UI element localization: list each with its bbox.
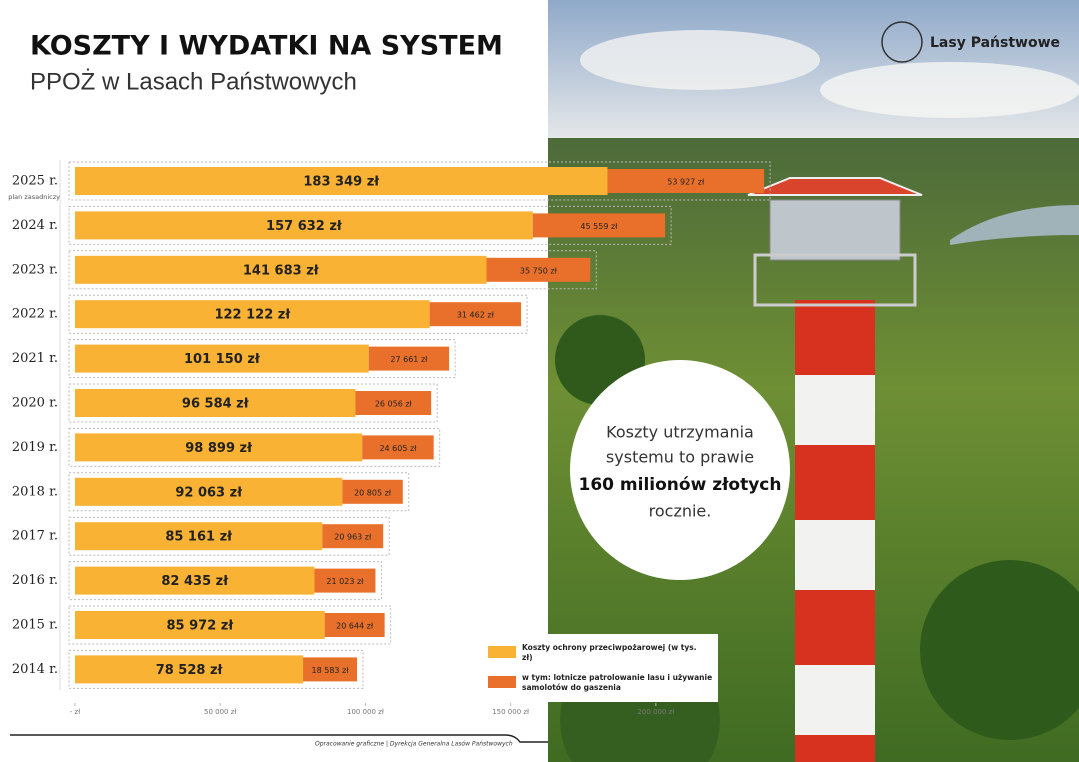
value-label: 101 150 zł [184,352,261,367]
bar-outline [68,205,672,245]
x-tick-label: - zł [70,708,80,716]
value-label: 78 528 zł [156,663,224,678]
bar-outline [68,250,597,290]
value-label: 82 435 zł [161,574,229,589]
callout-highlight: 160 milionów złotych [579,475,782,495]
bar-segment [342,479,403,504]
callout-text: systemu to prawie [606,448,754,467]
value-label: 26 056 zł [375,400,413,409]
bar [75,300,430,329]
callout-text: Koszty utrzymania [606,423,754,442]
bar [75,167,608,195]
value-label: 20 963 zł [334,533,372,542]
category-label: 2021 r. [12,351,58,366]
bar [75,211,533,240]
bar-segment [532,213,666,238]
category-label: 2017 r. [12,529,58,544]
bar [75,477,343,506]
bar-outline [68,294,528,334]
bar [75,655,304,684]
photo [548,0,1079,762]
bar-outline [68,605,392,645]
value-label: 20 805 zł [354,488,392,497]
bar-chart: - zł 50 000 zł 100 000 zł 150 000 zł 200 000… [8,160,771,716]
callout-text: rocznie. [649,502,712,521]
value-label: 85 161 zł [165,530,233,545]
legend-box [478,634,718,702]
logo-text: Lasy Państwowe [930,35,1060,51]
credit: Opracowanie graficzne | Dyrekcja General… [315,741,513,748]
legend-swatch [488,676,516,688]
footer-line [10,734,548,743]
x-tick-label: 150 000 zł [492,708,529,716]
value-label: 24 605 zł [379,444,417,453]
bar-segment [314,568,376,593]
bar [75,566,315,595]
value-label: 45 559 zł [580,222,618,231]
bar-outline [68,427,441,467]
callout: Koszty utrzymania systemu to prawie 160 … [570,360,790,580]
category-note: plan zasadniczy [8,193,60,201]
bar-outline [68,383,438,423]
bar [75,344,369,373]
bar [75,433,363,462]
bar-outline [68,339,456,379]
category-label: 2024 r. [12,218,58,233]
bar-segment [362,435,434,460]
bar-segment [607,169,765,193]
value-label: 98 899 zł [185,441,253,456]
bar [75,522,323,551]
value-label: 31 462 zł [457,311,495,320]
subtitle: PPOŻ w Lasach Państwowych [30,68,357,95]
value-label: 122 122 zł [214,308,291,323]
value-label: 85 972 zł [167,619,235,634]
bar-segment [368,346,450,371]
bar-outline [68,561,382,601]
legend-label: Koszty ochrony przeciwpożarowej (w tys. z… [522,643,697,662]
category-label: 2025 r. [12,174,58,189]
bar-outline [68,649,364,689]
bar-segment [429,302,522,327]
bar-segment [322,524,384,549]
value-label: 92 063 zł [175,485,243,500]
value-label: 27 661 zł [390,355,428,364]
bar [75,389,356,417]
value-label: 21 023 zł [326,577,364,586]
x-tick-label: 50 000 zł [204,708,236,716]
value-label: 96 584 zł [182,397,250,412]
title: KOSZTY I WYDATKI NA SYSTEM [30,31,503,62]
value-label: 157 632 zł [266,219,343,234]
legend: Koszty ochrony przeciwpożarowej (w tys. z… [478,634,718,702]
legend-label: w tym: lotnicze patrolowanie lasu i używ… [522,673,712,692]
bar-segment [303,657,358,682]
value-label: 35 750 zł [520,266,558,275]
category-label: 2023 r. [12,262,58,277]
value-label: 53 927 zł [667,178,705,187]
logo: Lasy Państwowe [881,21,1060,63]
bar-outline [68,516,390,556]
category-label: 2022 r. [12,307,58,322]
x-tick-label: 100 000 zł [347,708,384,716]
value-label: 20 644 zł [336,622,374,631]
category-label: 2018 r. [12,484,58,499]
bar-segment [355,391,432,415]
category-label: 2016 r. [12,573,58,588]
value-label: 183 349 zł [303,175,380,190]
category-label: 2020 r. [12,396,58,411]
legend-swatch [488,646,516,658]
category-label: 2015 r. [12,618,58,633]
bar-segment [486,257,591,282]
x-tick-label: 200 000 zł [637,708,674,716]
value-label: 141 683 zł [243,263,320,278]
bar-outline [68,161,771,201]
bar-segment [324,613,385,637]
bar [75,611,325,639]
bar-outline [68,472,410,512]
bar [75,255,487,284]
category-label: 2014 r. [12,662,58,677]
value-label: 18 583 zł [312,666,350,675]
category-label: 2019 r. [12,440,58,455]
